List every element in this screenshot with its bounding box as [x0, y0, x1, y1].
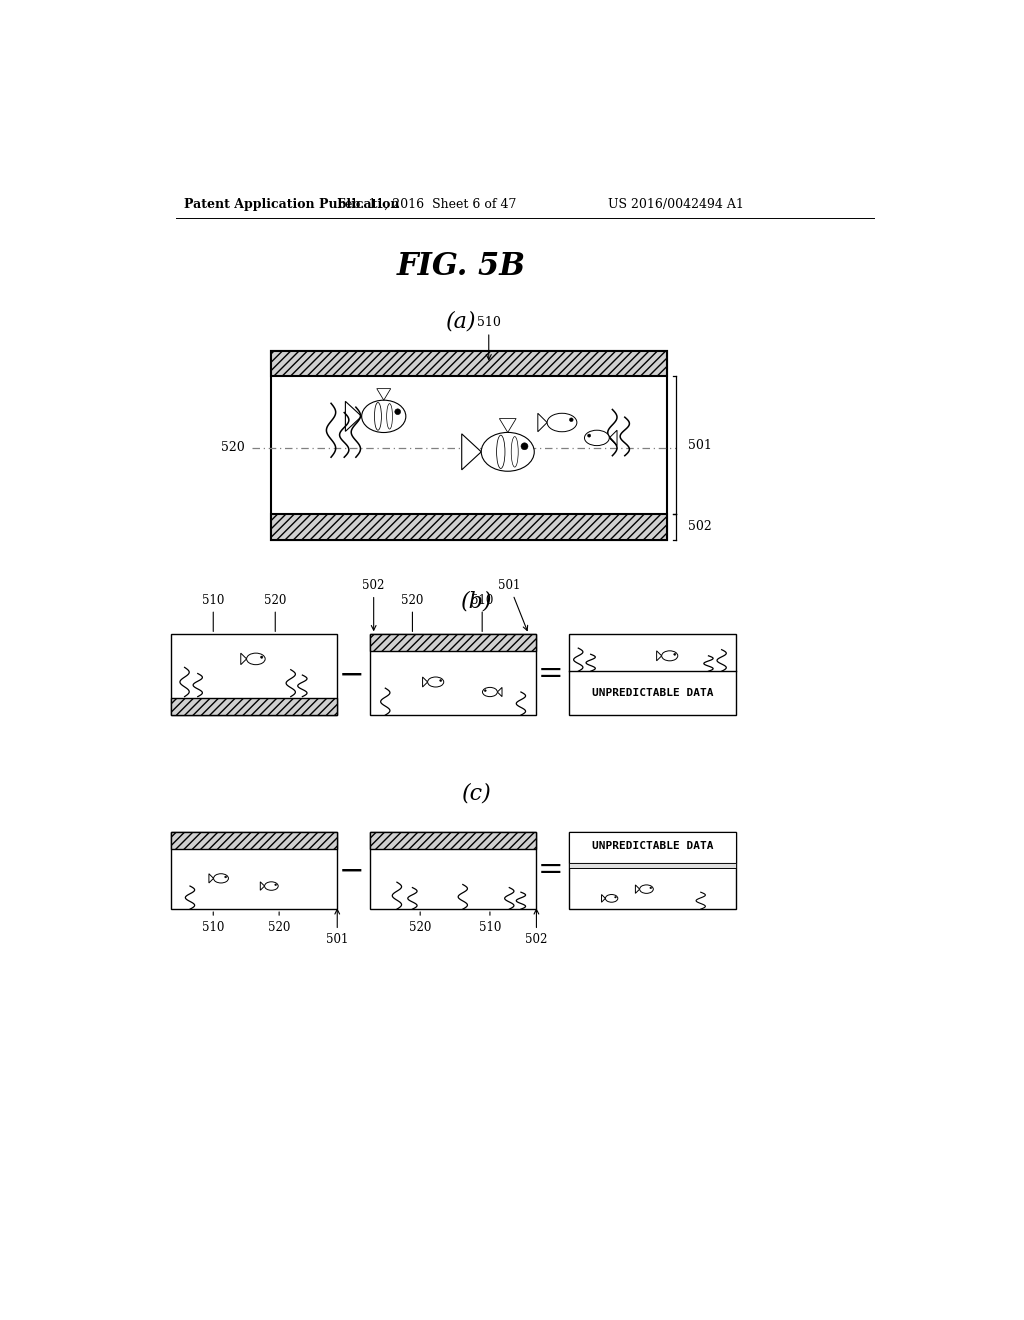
Bar: [171, 698, 337, 715]
Bar: [569, 832, 735, 909]
Bar: [171, 832, 337, 849]
Text: 510: 510: [202, 912, 224, 933]
Bar: [271, 351, 667, 540]
Polygon shape: [241, 653, 247, 665]
Text: −: −: [339, 659, 364, 690]
Text: Feb. 11, 2016  Sheet 6 of 47: Feb. 11, 2016 Sheet 6 of 47: [337, 198, 516, 211]
Bar: [171, 832, 337, 849]
Bar: [271, 515, 667, 540]
Ellipse shape: [585, 430, 609, 446]
Text: 510: 510: [202, 594, 224, 631]
Text: 502: 502: [362, 579, 385, 630]
Bar: [569, 635, 735, 715]
Polygon shape: [209, 874, 214, 883]
Text: =: =: [538, 855, 563, 886]
Ellipse shape: [547, 413, 577, 432]
Text: 501: 501: [498, 579, 527, 631]
Bar: [370, 635, 537, 715]
Text: 502: 502: [688, 520, 712, 533]
Ellipse shape: [482, 688, 498, 697]
Polygon shape: [656, 651, 662, 661]
Ellipse shape: [439, 680, 441, 681]
Ellipse shape: [640, 884, 653, 894]
Polygon shape: [423, 677, 428, 686]
Ellipse shape: [521, 442, 528, 450]
Text: 520: 520: [264, 594, 287, 631]
Bar: [171, 832, 337, 909]
Text: 510: 510: [479, 912, 501, 933]
Bar: [370, 635, 537, 651]
Bar: [271, 515, 667, 540]
Ellipse shape: [481, 433, 535, 471]
Ellipse shape: [274, 884, 276, 886]
Ellipse shape: [674, 653, 676, 655]
Ellipse shape: [588, 434, 591, 437]
Bar: [370, 832, 537, 849]
Text: (a): (a): [446, 310, 476, 333]
Bar: [569, 832, 735, 863]
Ellipse shape: [214, 874, 228, 883]
Ellipse shape: [428, 677, 443, 686]
Text: 501: 501: [326, 909, 348, 946]
Polygon shape: [636, 884, 640, 894]
Ellipse shape: [247, 653, 265, 665]
Bar: [271, 351, 667, 376]
Text: UNPREDICTABLE DATA: UNPREDICTABLE DATA: [592, 688, 713, 698]
Text: 520: 520: [401, 594, 424, 631]
Text: 502: 502: [525, 909, 548, 946]
Ellipse shape: [395, 409, 400, 414]
Polygon shape: [498, 688, 502, 697]
Text: =: =: [538, 659, 563, 690]
Text: 510: 510: [471, 594, 494, 631]
Text: (b): (b): [461, 590, 493, 612]
Ellipse shape: [224, 876, 226, 878]
Text: 501: 501: [688, 438, 713, 451]
Text: FIG. 5B: FIG. 5B: [396, 251, 525, 281]
Polygon shape: [345, 401, 361, 432]
Text: 520: 520: [409, 912, 431, 933]
Bar: [171, 698, 337, 715]
Ellipse shape: [605, 895, 617, 903]
Text: UNPREDICTABLE DATA: UNPREDICTABLE DATA: [592, 841, 713, 851]
Ellipse shape: [569, 418, 573, 421]
Polygon shape: [462, 434, 481, 470]
Polygon shape: [260, 882, 264, 890]
Polygon shape: [601, 895, 605, 903]
Text: 520: 520: [220, 441, 245, 454]
Text: US 2016/0042494 A1: US 2016/0042494 A1: [608, 198, 744, 211]
Bar: [370, 832, 537, 909]
Bar: [370, 635, 537, 651]
Polygon shape: [538, 413, 547, 432]
Text: 510: 510: [477, 317, 501, 359]
Ellipse shape: [614, 896, 616, 898]
Ellipse shape: [361, 400, 406, 433]
Text: −: −: [339, 855, 364, 886]
Text: (c): (c): [462, 783, 492, 805]
Ellipse shape: [650, 887, 651, 888]
Ellipse shape: [264, 882, 279, 890]
Bar: [171, 635, 337, 715]
Polygon shape: [500, 418, 516, 433]
Ellipse shape: [484, 689, 486, 692]
Polygon shape: [377, 388, 391, 400]
Ellipse shape: [260, 656, 263, 659]
Text: Patent Application Publication: Patent Application Publication: [183, 198, 399, 211]
Text: 520: 520: [268, 912, 291, 933]
Bar: [271, 351, 667, 376]
Ellipse shape: [662, 651, 678, 661]
Bar: [370, 832, 537, 849]
Bar: [569, 863, 735, 867]
Polygon shape: [609, 430, 617, 446]
